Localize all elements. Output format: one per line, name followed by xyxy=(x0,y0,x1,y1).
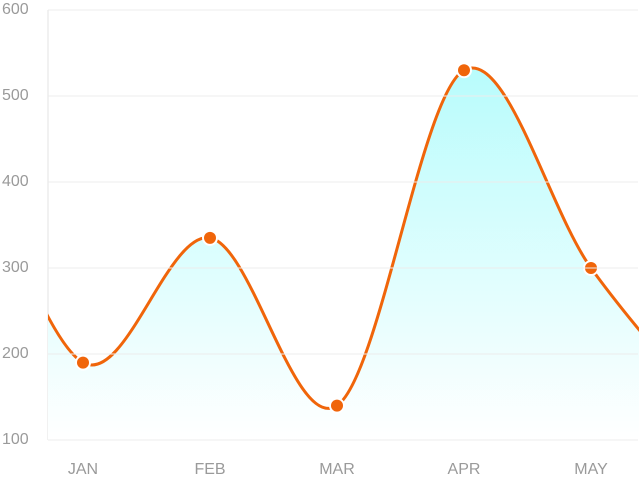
y-tick-label: 300 xyxy=(2,259,29,276)
y-tick-label: 100 xyxy=(2,431,29,448)
x-tick-label: FEB xyxy=(194,461,225,478)
point xyxy=(75,354,91,371)
y-tick-label: 500 xyxy=(2,87,29,104)
point xyxy=(329,397,345,414)
area xyxy=(48,68,639,440)
x-tick-label: APR xyxy=(448,461,481,478)
x-tick-label: MAR xyxy=(319,461,355,478)
y-tick-label: 200 xyxy=(2,345,29,362)
y-tick-label: 400 xyxy=(2,173,29,190)
plot-area xyxy=(48,62,639,440)
y-tick-label: 600 xyxy=(2,1,29,18)
point xyxy=(202,229,218,246)
point xyxy=(456,62,472,79)
x-tick-label: MAY xyxy=(574,461,608,478)
x-tick-label: JAN xyxy=(68,461,98,478)
